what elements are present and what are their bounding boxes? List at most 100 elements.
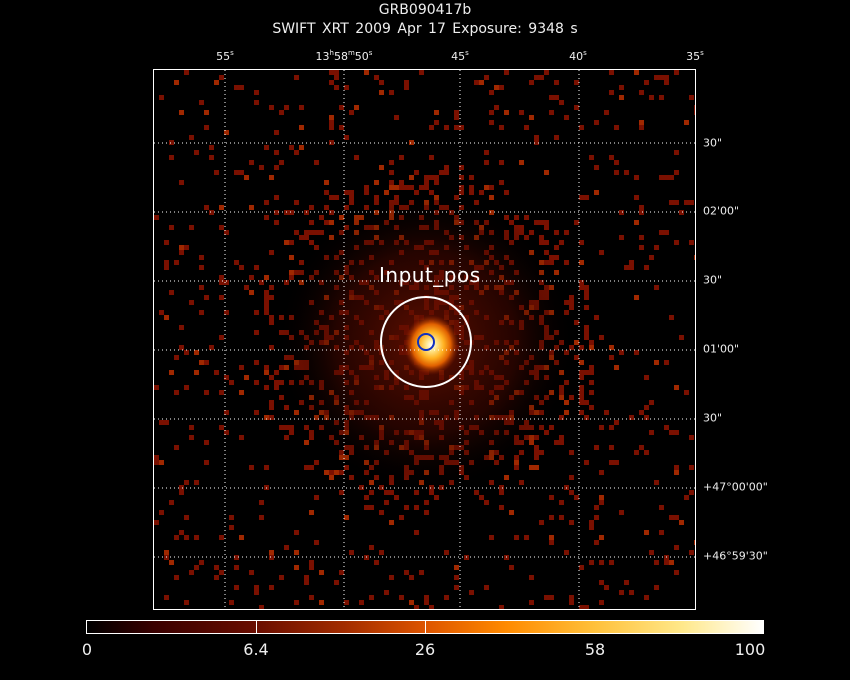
photon-pixel	[329, 115, 334, 120]
photon-pixel	[544, 240, 549, 245]
photon-pixel	[379, 510, 384, 515]
photon-pixel	[199, 100, 204, 105]
photon-pixel	[579, 280, 584, 285]
photon-pixel	[214, 170, 219, 175]
dec-tick-label: 30"	[703, 273, 723, 287]
photon-pixel	[674, 200, 679, 205]
photon-pixel	[549, 515, 554, 520]
photon-pixel	[679, 335, 684, 340]
photon-pixel	[404, 85, 409, 90]
photon-pixel	[529, 600, 534, 605]
photon-pixel	[534, 135, 539, 140]
photon-pixel	[219, 75, 224, 80]
photon-pixel	[294, 150, 299, 155]
photon-pixel	[674, 70, 679, 75]
photon-pixel	[194, 480, 199, 485]
photon-pixel	[589, 370, 594, 375]
photon-pixel	[364, 495, 369, 500]
photon-pixel	[184, 600, 189, 605]
photon-pixel	[639, 410, 644, 415]
photon-pixel	[659, 175, 664, 180]
photon-pixel	[514, 465, 519, 470]
ra-tick-label: 35s	[686, 49, 704, 63]
photon-pixel	[584, 195, 589, 200]
photon-pixel	[304, 465, 309, 470]
dec-tick-label: +46°59'30"	[703, 549, 768, 563]
photon-pixel	[614, 170, 619, 175]
photon-pixel	[379, 485, 384, 490]
photon-pixel	[584, 370, 589, 375]
photon-pixel	[274, 210, 279, 215]
photon-pixel	[214, 370, 219, 375]
photon-pixel	[489, 110, 494, 115]
photon-pixel	[469, 175, 474, 180]
photon-pixel	[379, 90, 384, 95]
photon-pixel	[569, 475, 574, 480]
photon-pixel	[314, 160, 319, 165]
photon-pixel	[204, 110, 209, 115]
photon-pixel	[239, 85, 244, 90]
photon-pixel	[329, 120, 334, 125]
photon-pixel	[599, 535, 604, 540]
photon-pixel	[439, 170, 444, 175]
photon-pixel	[179, 490, 184, 495]
photon-pixel	[619, 510, 624, 515]
photon-pixel	[584, 295, 589, 300]
photon-pixel	[409, 600, 414, 605]
xray-image-panel[interactable]	[153, 69, 696, 610]
photon-pixel	[644, 80, 649, 85]
photon-pixel	[484, 160, 489, 165]
photon-pixel	[559, 415, 564, 420]
photon-pixel	[299, 235, 304, 240]
photon-pixel	[694, 105, 695, 110]
photon-pixel	[264, 275, 269, 280]
photon-pixel	[254, 100, 259, 105]
photon-pixel	[589, 345, 594, 350]
photon-pixel	[499, 180, 504, 185]
photon-pixel	[329, 70, 334, 75]
photon-pixel	[534, 455, 539, 460]
photon-pixel	[429, 490, 434, 495]
photon-pixel	[364, 70, 369, 75]
photon-pixel	[154, 215, 159, 220]
photon-pixel	[674, 430, 679, 435]
photon-pixel	[279, 575, 284, 580]
photon-pixel	[369, 490, 374, 495]
photon-pixel	[649, 400, 654, 405]
source-position-circle	[417, 333, 435, 351]
photon-pixel	[579, 400, 584, 405]
photon-pixel	[164, 420, 169, 425]
photon-pixel	[164, 240, 169, 245]
photon-pixel	[369, 545, 374, 550]
photon-pixel	[629, 260, 634, 265]
photon-pixel	[459, 190, 464, 195]
photon-pixel	[569, 595, 574, 600]
photon-pixel	[529, 230, 534, 235]
photon-pixel	[229, 380, 234, 385]
photon-pixel	[304, 235, 309, 240]
photon-pixel	[259, 280, 264, 285]
photon-pixel	[644, 405, 649, 410]
photon-pixel	[174, 390, 179, 395]
photon-pixel	[539, 220, 544, 225]
photon-pixel	[654, 585, 659, 590]
photon-pixel	[514, 535, 519, 540]
photon-pixel	[309, 230, 314, 235]
photon-pixel	[634, 70, 639, 75]
photon-pixel	[424, 600, 429, 605]
photon-pixel	[569, 395, 574, 400]
photon-pixel	[319, 215, 324, 220]
photon-pixel	[329, 195, 334, 200]
photon-pixel	[544, 250, 549, 255]
photon-pixel	[289, 270, 294, 275]
photon-pixel	[644, 265, 649, 270]
photon-pixel	[179, 110, 184, 115]
photon-pixel	[424, 185, 429, 190]
photon-pixel	[424, 180, 429, 185]
photon-pixel	[674, 385, 679, 390]
photon-pixel	[609, 445, 614, 450]
photon-pixel	[339, 490, 344, 495]
photon-pixel	[419, 185, 424, 190]
photon-pixel	[264, 310, 269, 315]
photon-pixel	[659, 505, 664, 510]
